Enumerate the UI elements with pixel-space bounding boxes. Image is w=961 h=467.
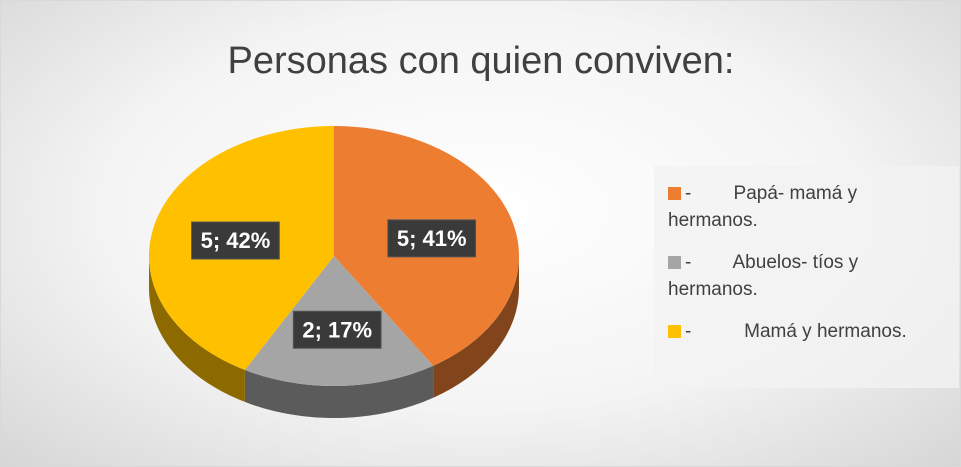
legend-label: - Mamá y hermanos. bbox=[685, 321, 907, 342]
slice-side bbox=[244, 365, 434, 418]
value-label: 2; 17% bbox=[302, 317, 372, 342]
legend: - Papá- mamá y hermanos. - Abuelos- tíos … bbox=[654, 166, 959, 388]
value-label: 5; 41% bbox=[397, 226, 467, 251]
value-label-box bbox=[292, 310, 382, 349]
value-label-box bbox=[387, 219, 477, 258]
legend-label: - Papá- mamá y hermanos. bbox=[668, 183, 863, 231]
value-label: 5; 42% bbox=[201, 228, 271, 253]
legend-swatch bbox=[668, 325, 681, 338]
chart-title: Personas con quien conviven: bbox=[228, 40, 735, 82]
slice-side bbox=[433, 256, 519, 398]
value-label-box bbox=[191, 221, 280, 260]
legend-item: - Mamá y hermanos. bbox=[668, 318, 949, 345]
slice-side bbox=[149, 256, 245, 402]
legend-item: - Papá- mamá y hermanos. bbox=[668, 180, 949, 234]
legend-swatch bbox=[668, 256, 681, 269]
legend-swatch bbox=[668, 187, 681, 200]
legend-label: - Abuelos- tíos y hermanos. bbox=[668, 252, 864, 300]
legend-item: - Abuelos- tíos y hermanos. bbox=[668, 249, 949, 303]
